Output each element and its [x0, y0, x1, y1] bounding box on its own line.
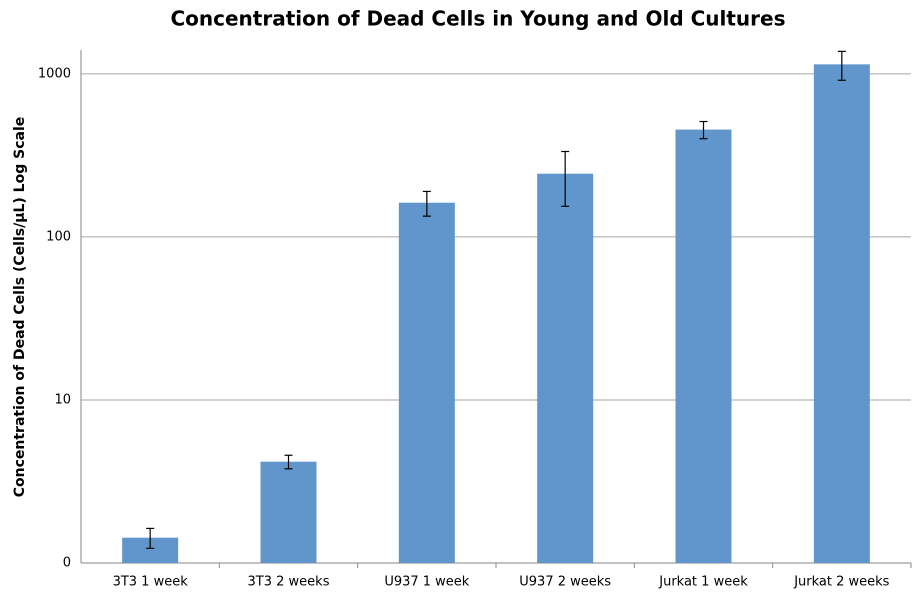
y-tick-label: 100 — [46, 229, 71, 244]
error-bar — [284, 454, 293, 470]
x-tick-label: 3T3 1 week — [113, 575, 189, 590]
y-tick-label: 10 — [54, 392, 71, 407]
x-tick-label: Jurkat 1 week — [658, 575, 748, 590]
error-bar — [422, 190, 431, 217]
error-bar — [837, 50, 846, 81]
bar — [260, 461, 317, 563]
error-bar — [561, 150, 570, 207]
x-tick-label: U937 1 week — [384, 575, 469, 590]
error-bar — [699, 120, 708, 140]
x-tick-label: Jurkat 2 weeks — [793, 575, 889, 590]
y-tick-label: 0 — [63, 556, 71, 571]
chart-title: Concentration of Dead Cells in Young and… — [170, 7, 785, 31]
y-axis-title: Concentration of Dead Cells (Cells/µL) L… — [12, 117, 28, 498]
x-tick-label: 3T3 2 weeks — [248, 575, 330, 590]
bar — [537, 173, 594, 563]
y-tick-label: 1000 — [38, 66, 71, 81]
bar — [675, 129, 732, 563]
error-bar — [146, 527, 155, 549]
x-tick-label: U937 2 weeks — [519, 575, 611, 590]
bar — [813, 64, 870, 564]
bar — [398, 202, 455, 563]
